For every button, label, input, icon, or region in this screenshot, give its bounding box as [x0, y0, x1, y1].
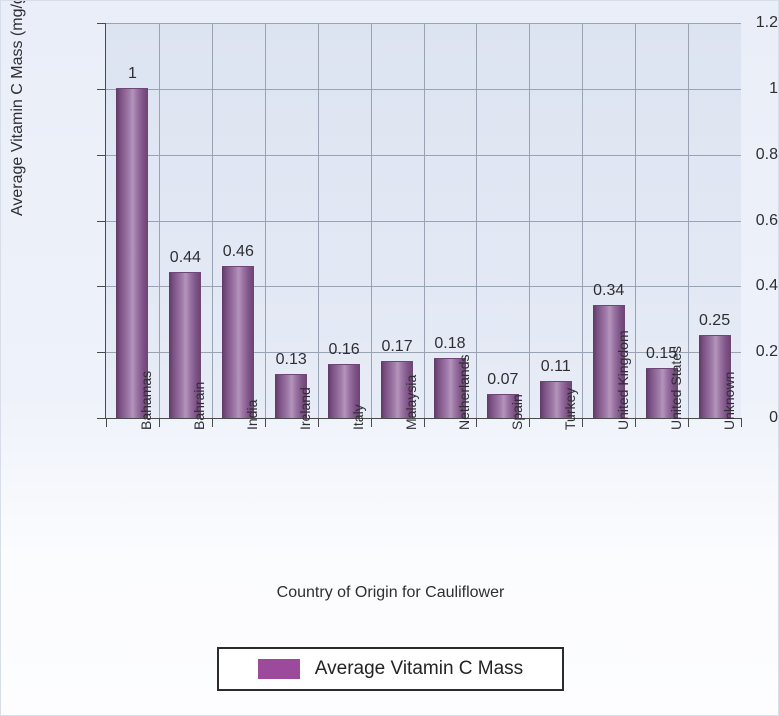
bar-value-label: 0.34 — [593, 282, 625, 300]
x-gridline — [264, 23, 266, 418]
x-axis-tick — [635, 419, 637, 427]
y-axis-tick-label: 0.8 — [755, 145, 778, 163]
x-axis-category-label: Bahrain — [191, 381, 208, 430]
bar[interactable] — [433, 357, 466, 418]
x-axis-tick — [158, 419, 160, 427]
bar-value-label: 0.15 — [646, 344, 678, 362]
x-axis-category-label: United States — [667, 345, 684, 430]
y-axis-tick-label: 0.2 — [755, 343, 778, 361]
y-axis-tick — [97, 418, 106, 419]
bar-value-label: 0.11 — [540, 357, 571, 375]
bar-value-label: 1 — [128, 64, 137, 82]
y-axis-tick — [97, 23, 106, 24]
y-axis-tick — [97, 88, 106, 90]
x-axis-tick — [476, 419, 478, 427]
bar[interactable] — [539, 380, 572, 418]
y-axis-tick-label: 1.2 — [755, 14, 778, 31]
x-axis-tick — [106, 419, 107, 427]
y-axis-tick-label: 0.6 — [755, 211, 778, 229]
legend: Average Vitamin C Mass — [217, 647, 564, 691]
y-axis-tick — [97, 286, 106, 288]
x-axis-tick — [741, 419, 742, 427]
bar[interactable] — [592, 305, 625, 418]
bar[interactable] — [486, 393, 519, 418]
x-axis-category-label: Bahamas — [138, 370, 155, 430]
x-axis-tick — [529, 419, 531, 427]
bar-value-label: 0.44 — [169, 249, 201, 267]
bar-value-label: 0.46 — [222, 242, 254, 260]
x-axis-tick — [688, 419, 690, 427]
x-axis-category-label: Italy — [350, 404, 367, 430]
y-axis-tick — [97, 220, 106, 222]
x-axis-title: Country of Origin for Cauliflower — [276, 584, 505, 601]
x-axis-tick — [582, 419, 584, 427]
bar-value-label: 0.13 — [275, 351, 307, 369]
x-gridline — [423, 23, 425, 418]
x-axis-line — [105, 418, 742, 419]
x-axis-category-label: Unknown — [720, 371, 737, 430]
x-axis-category-label: Turkey — [561, 387, 578, 430]
x-gridline — [370, 23, 372, 418]
x-axis-tick — [423, 419, 425, 427]
x-gridline — [211, 23, 213, 418]
x-gridline — [529, 23, 531, 418]
bar-value-label: 0.17 — [381, 338, 413, 356]
y-axis-tick — [97, 352, 106, 354]
bar-value-label: 0.07 — [487, 370, 519, 388]
x-axis-category-label: Spain — [508, 394, 525, 430]
y-axis-tick-label: 0.4 — [755, 277, 778, 295]
x-gridline — [317, 23, 319, 418]
x-axis-category-label: Ireland — [297, 387, 314, 430]
bar-value-label: 0.16 — [328, 341, 360, 359]
x-axis-category-label: Netherlands — [455, 354, 472, 431]
bar-value-label: 0.25 — [698, 311, 731, 329]
bar[interactable] — [381, 361, 414, 418]
bar[interactable] — [169, 272, 202, 418]
bar[interactable] — [328, 364, 361, 418]
x-gridline — [582, 23, 584, 418]
x-gridline — [476, 23, 478, 418]
x-axis-category-label: India — [244, 399, 261, 430]
x-gridline — [158, 23, 160, 418]
legend-swatch-icon — [257, 659, 300, 679]
x-axis-tick — [317, 419, 319, 427]
x-axis-category-label: Malaysia — [403, 374, 420, 430]
x-axis-tick — [264, 419, 266, 427]
plot-area — [106, 23, 741, 418]
y-axis-tick-label: 1 — [769, 79, 778, 97]
bar[interactable] — [116, 87, 149, 418]
x-axis-category-label: United Kingdom — [614, 330, 631, 430]
bar[interactable] — [222, 265, 255, 418]
bar[interactable] — [645, 367, 678, 418]
bar[interactable] — [275, 374, 308, 418]
y-axis-tick — [97, 154, 106, 156]
bar-value-label: 0.18 — [434, 334, 466, 352]
y-axis-title: Average Vitamin C Mass (mg/g) — [9, 0, 26, 216]
x-gridline — [635, 23, 637, 418]
x-axis-tick — [370, 419, 372, 427]
y-axis-tick-label: 0 — [769, 409, 778, 426]
legend-label: Average Vitamin C Mass — [314, 658, 524, 679]
bar[interactable] — [698, 334, 731, 418]
x-gridline — [688, 23, 690, 418]
x-axis-tick — [211, 419, 213, 427]
